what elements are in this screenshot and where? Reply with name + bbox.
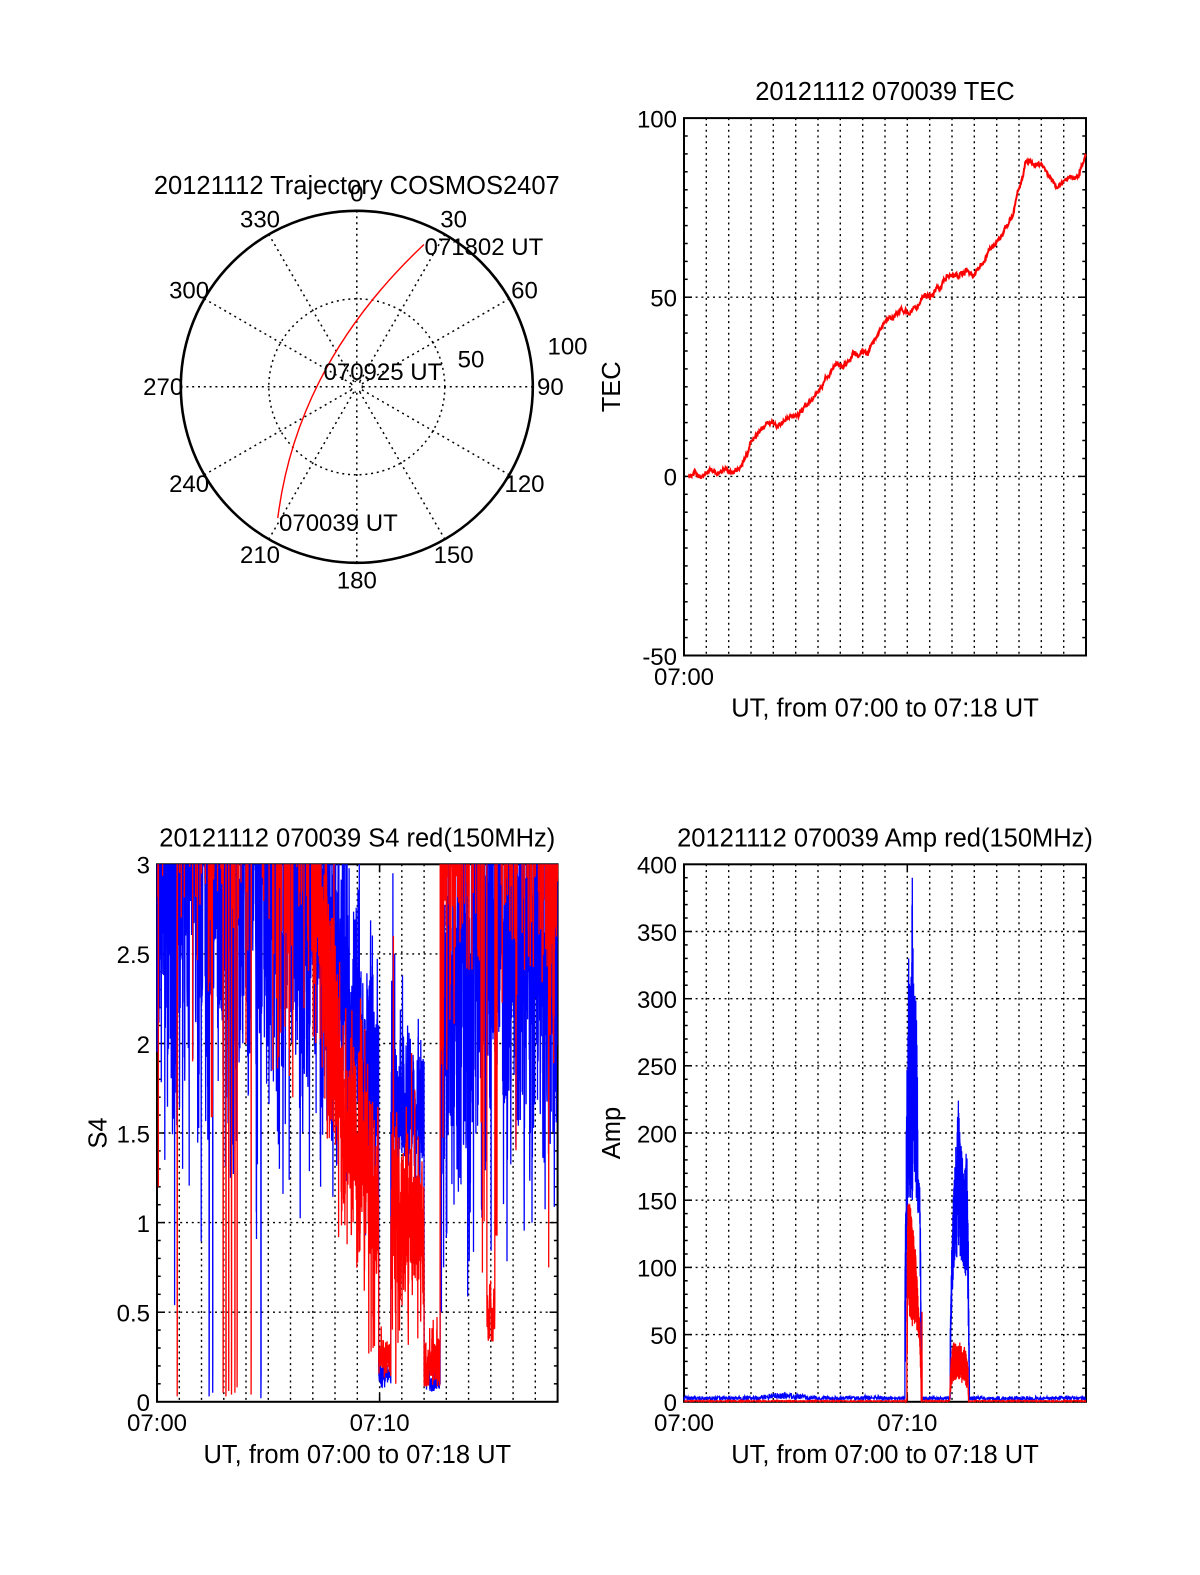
svg-text:180: 180 xyxy=(337,568,377,595)
svg-text:200: 200 xyxy=(637,1121,677,1148)
svg-text:150: 150 xyxy=(637,1189,677,1216)
svg-text:2.5: 2.5 xyxy=(117,942,150,969)
svg-text:UT, from 07:00 to 07:18 UT: UT, from 07:00 to 07:18 UT xyxy=(204,1441,512,1469)
svg-text:070925 UT: 070925 UT xyxy=(324,359,443,386)
svg-text:07:00: 07:00 xyxy=(654,1410,714,1437)
svg-text:07:00: 07:00 xyxy=(127,1410,187,1437)
svg-text:0: 0 xyxy=(350,181,363,208)
svg-text:UT, from 07:00 to 07:18 UT: UT, from 07:00 to 07:18 UT xyxy=(731,695,1039,723)
svg-text:100: 100 xyxy=(637,1256,677,1283)
svg-text:300: 300 xyxy=(169,277,209,304)
svg-text:250: 250 xyxy=(637,1054,677,1081)
svg-text:1: 1 xyxy=(137,1211,150,1238)
svg-text:350: 350 xyxy=(637,920,677,947)
svg-text:400: 400 xyxy=(637,853,677,880)
svg-text:0.5: 0.5 xyxy=(117,1301,150,1328)
svg-text:30: 30 xyxy=(440,206,467,233)
svg-text:070039 UT: 070039 UT xyxy=(279,510,398,537)
svg-text:0: 0 xyxy=(137,1390,150,1417)
svg-text:20121112 070039 Amp red(150MHz: 20121112 070039 Amp red(150MHz) xyxy=(677,824,1093,852)
svg-text:210: 210 xyxy=(240,542,280,569)
svg-text:2: 2 xyxy=(137,1032,150,1059)
svg-text:07:00: 07:00 xyxy=(654,664,714,691)
svg-text:-50: -50 xyxy=(642,644,677,671)
svg-text:270: 270 xyxy=(143,374,183,401)
svg-text:UT, from 07:00 to 07:18 UT: UT, from 07:00 to 07:18 UT xyxy=(731,1441,1039,1469)
svg-text:120: 120 xyxy=(504,471,544,498)
svg-text:50: 50 xyxy=(650,1323,677,1350)
svg-text:07:10: 07:10 xyxy=(877,1410,937,1437)
svg-text:0: 0 xyxy=(664,465,677,492)
svg-text:Amp: Amp xyxy=(598,1107,626,1159)
svg-text:50: 50 xyxy=(650,286,677,313)
svg-text:1.5: 1.5 xyxy=(117,1121,150,1148)
svg-text:20121112 Trajectory COSMOS2407: 20121112 Trajectory COSMOS2407 xyxy=(154,172,560,200)
svg-text:20121112 070039 S4 red(150MHz): 20121112 070039 S4 red(150MHz) xyxy=(159,824,555,852)
svg-text:330: 330 xyxy=(240,206,280,233)
svg-text:07:10: 07:10 xyxy=(350,1410,410,1437)
svg-text:300: 300 xyxy=(637,987,677,1014)
svg-text:20121112 070039 TEC: 20121112 070039 TEC xyxy=(755,78,1014,106)
svg-text:100: 100 xyxy=(637,106,677,133)
svg-text:100: 100 xyxy=(547,333,587,360)
svg-text:60: 60 xyxy=(511,277,538,304)
svg-text:90: 90 xyxy=(537,374,564,401)
svg-text:0: 0 xyxy=(664,1390,677,1417)
svg-text:50: 50 xyxy=(458,346,485,373)
svg-text:3: 3 xyxy=(137,853,150,880)
svg-text:150: 150 xyxy=(434,542,474,569)
svg-text:S4: S4 xyxy=(85,1117,113,1148)
svg-text:071802 UT: 071802 UT xyxy=(425,234,544,261)
svg-text:TEC: TEC xyxy=(598,361,626,412)
svg-text:240: 240 xyxy=(169,471,209,498)
